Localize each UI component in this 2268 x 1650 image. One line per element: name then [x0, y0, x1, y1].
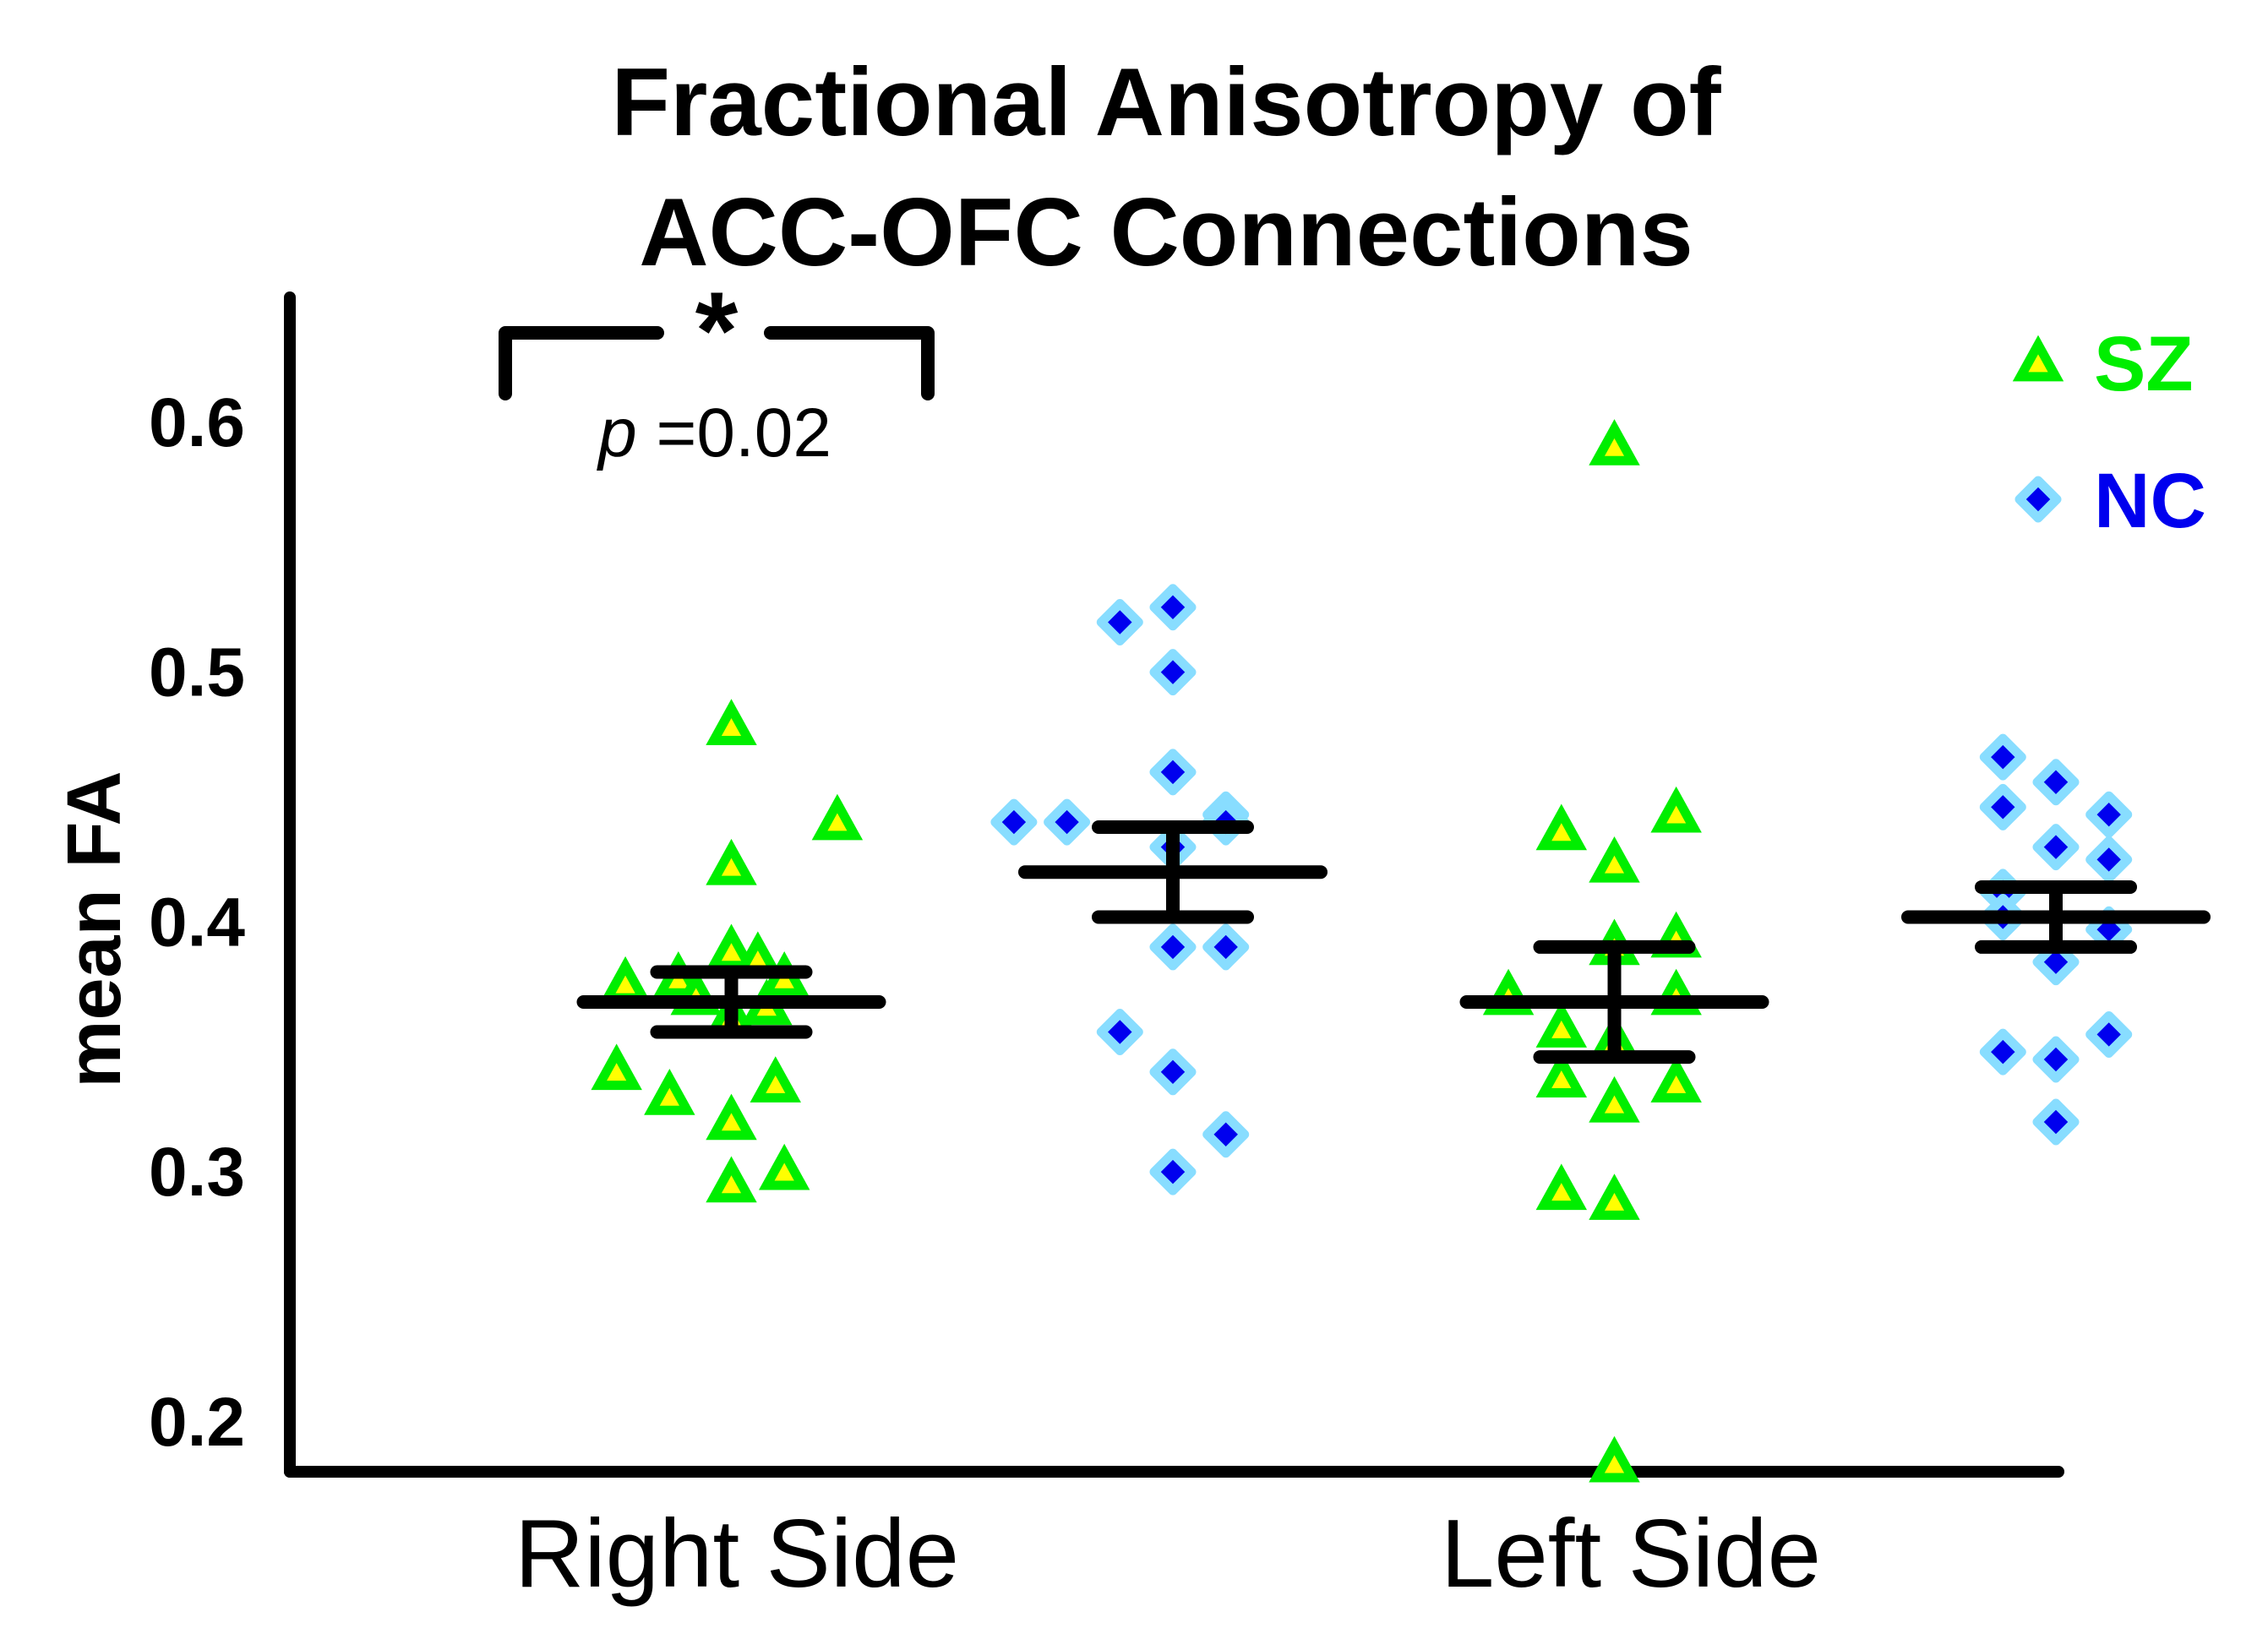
chart-title-line-1: Fractional Anisotropy of: [611, 49, 1721, 156]
chart-title-line-2: ACC-OFC Connections: [639, 179, 1693, 286]
y-axis-label: mean FA: [52, 771, 137, 1087]
x-category-label: Right Side: [515, 1500, 959, 1608]
nc-point: [2032, 759, 2080, 806]
y-tick-label: 0.6: [149, 384, 245, 461]
sz-point: [1589, 836, 1640, 883]
nc-point: [2032, 939, 2080, 986]
legend-label-nc: NC: [2094, 458, 2206, 544]
sz-point: [1589, 1435, 1640, 1483]
significance-bracket-left: [499, 326, 664, 400]
nc-point: [1202, 1111, 1250, 1158]
axes: [284, 291, 2064, 1478]
nc-point: [1979, 783, 2026, 830]
nc-point: [1149, 749, 1197, 796]
nc-point: [2085, 1010, 2133, 1058]
nc-point: [1149, 1148, 1197, 1195]
sz-point: [1650, 1056, 1702, 1103]
nc-point: [1979, 733, 2026, 781]
nc-point: [1096, 1008, 1143, 1055]
nc-point: [1149, 923, 1197, 971]
nc-point: [2085, 836, 2133, 883]
sz-point: [706, 1156, 757, 1203]
x-category-labels: Right Side Left Side: [515, 1500, 1821, 1608]
sz-point: [644, 1069, 695, 1115]
y-tick-label: 0.5: [149, 634, 245, 711]
sz-point: [758, 1143, 810, 1190]
nc-point: [1044, 798, 1091, 846]
nc-point: [1096, 598, 1143, 645]
sz-point: [1535, 803, 1588, 851]
nc-point: [1979, 1028, 2026, 1075]
data-points: [591, 419, 2133, 1483]
significance-bracket-right: [764, 326, 935, 400]
legend: SZ NC: [2012, 321, 2206, 544]
sz-point: [1589, 419, 1640, 466]
nc-point: [2085, 791, 2133, 838]
y-tick-label: 0.3: [149, 1134, 245, 1211]
nc-point: [2032, 1036, 2080, 1083]
significance-annotation: * p =0.02: [499, 269, 935, 471]
sz-point: [1650, 786, 1702, 833]
nc-point: [1202, 923, 1250, 971]
mean-error-bars: [576, 820, 2211, 1065]
sz-point: [811, 793, 864, 841]
sz-point: [591, 1043, 642, 1091]
nc-point: [2032, 1098, 2080, 1146]
significance-star: *: [695, 269, 739, 392]
legend-label-sz: SZ: [2094, 321, 2194, 407]
sz-point: [1535, 1051, 1588, 1098]
nc-point: [2032, 824, 2080, 871]
sz-point: [706, 699, 757, 746]
nc-point: [1149, 1048, 1197, 1096]
nc-point: [2014, 476, 2062, 523]
p-letter: p: [596, 395, 637, 471]
p-value-label: p =0.02: [596, 395, 831, 471]
sz-point: [1589, 1075, 1640, 1123]
x-category-label: Left Side: [1441, 1500, 1821, 1608]
sz-point: [1535, 1163, 1588, 1211]
sz-point: [706, 1093, 757, 1141]
sz-point: [2012, 335, 2064, 382]
nc-point: [1149, 584, 1197, 631]
nc-point: [990, 798, 1038, 846]
sz-point: [706, 838, 757, 885]
sz-point: [599, 956, 652, 1003]
y-tick-label: 0.4: [149, 884, 245, 961]
p-value: =0.02: [637, 395, 831, 471]
y-tick-labels: 0.2 0.3 0.4 0.5 0.6: [149, 384, 245, 1461]
legend-triangle-icon: [2012, 335, 2064, 382]
y-tick-label: 0.2: [149, 1384, 245, 1461]
nc-point: [1149, 649, 1197, 696]
sz-point: [750, 1056, 801, 1103]
legend-diamond-icon: [2014, 476, 2062, 523]
sz-point: [1535, 1001, 1588, 1048]
sz-point: [1589, 1174, 1640, 1220]
